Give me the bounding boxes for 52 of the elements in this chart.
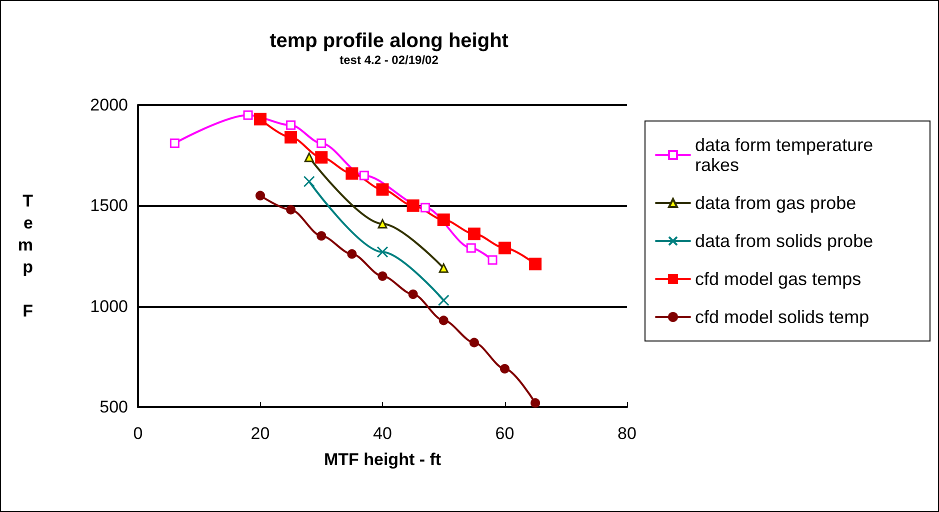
legend-label: data from gas probe <box>695 193 856 213</box>
point <box>359 170 369 180</box>
point <box>243 110 253 120</box>
point <box>304 152 314 162</box>
chart-title: temp profile along height <box>270 30 509 52</box>
point <box>466 243 476 253</box>
point <box>376 246 388 258</box>
point <box>170 138 180 148</box>
x-tick-label: 20 <box>250 424 270 443</box>
point <box>286 120 296 130</box>
x-tick-label: 0 <box>133 424 143 443</box>
point <box>438 294 450 306</box>
y-tick-label: 2000 <box>90 96 128 114</box>
y-tick-label: 1500 <box>90 196 128 216</box>
point <box>498 242 511 254</box>
point <box>438 263 448 273</box>
point <box>469 338 479 348</box>
x-tick-label: 40 <box>373 424 392 443</box>
point <box>378 271 388 281</box>
point <box>438 316 448 326</box>
point <box>303 176 315 188</box>
x-axis-title: MTF height - ft <box>324 450 442 469</box>
legend-label: data form temperature rakes <box>695 135 878 175</box>
legend-label: cfd model solids temp <box>695 307 870 327</box>
point <box>316 231 326 241</box>
point <box>420 202 430 212</box>
point <box>378 219 388 229</box>
point <box>254 112 266 126</box>
point <box>406 199 420 212</box>
point <box>315 151 328 164</box>
point <box>488 255 498 265</box>
point <box>529 258 542 270</box>
y-tick-label: 1000 <box>90 296 128 316</box>
point <box>437 214 450 226</box>
legend-label: data from solids probe <box>695 231 874 251</box>
point <box>468 228 480 240</box>
point <box>347 249 357 259</box>
point <box>284 130 298 144</box>
legend-label: cfd model gas temps <box>695 269 862 289</box>
x-tick-label: 60 <box>495 424 514 443</box>
x-tick-label: 80 <box>618 424 636 443</box>
y-tick-label: 500 <box>100 398 128 416</box>
chart-subtitle: test 4.2 - 02/19/02 <box>340 53 439 67</box>
point <box>286 204 296 214</box>
point <box>346 167 358 180</box>
point <box>530 398 540 408</box>
point <box>408 290 418 299</box>
text: Temp F <box>18 192 33 320</box>
point <box>316 138 326 148</box>
point <box>256 190 265 200</box>
point <box>500 364 510 374</box>
point <box>376 183 389 196</box>
